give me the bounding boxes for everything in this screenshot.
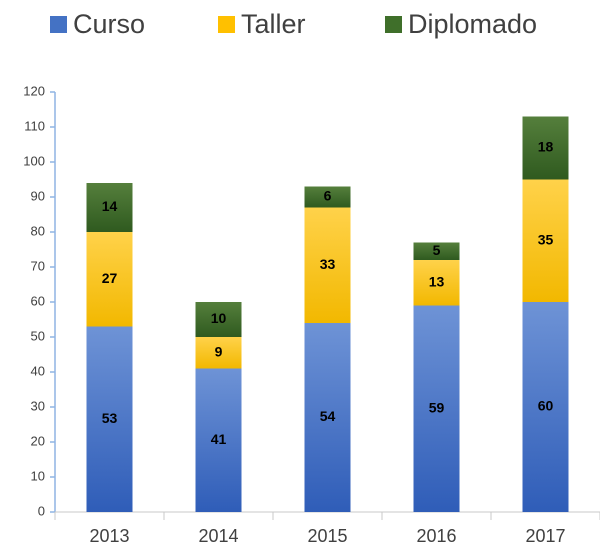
legend-swatch	[218, 16, 235, 33]
y-tick-label: 40	[31, 363, 45, 378]
legend-label: Taller	[241, 9, 306, 39]
y-tick-label: 0	[38, 503, 45, 518]
bar-segment	[304, 186, 351, 208]
bar-segment	[195, 302, 242, 337]
bar-segment	[304, 207, 351, 323]
bar-segment	[86, 183, 133, 232]
x-tick-label: 2017	[525, 526, 565, 546]
y-tick-label: 30	[31, 398, 45, 413]
legend-label: Curso	[73, 9, 145, 39]
bar-segment	[304, 323, 351, 512]
data-label: 14	[102, 198, 118, 214]
y-tick-label: 20	[31, 433, 45, 448]
x-tick-label: 2016	[416, 526, 456, 546]
bar-segment	[86, 326, 133, 512]
data-label: 53	[102, 410, 118, 426]
legend-swatch	[385, 16, 402, 33]
data-label: 54	[320, 408, 336, 424]
x-tick-label: 2014	[198, 526, 238, 546]
bar-segment	[195, 368, 242, 512]
x-tick-label: 2013	[89, 526, 129, 546]
data-label: 60	[538, 398, 554, 414]
data-label: 27	[102, 270, 118, 286]
bar-segment	[522, 302, 569, 512]
bar-segment	[195, 337, 242, 369]
y-tick-label: 80	[31, 223, 45, 238]
data-label: 41	[211, 431, 227, 447]
x-tick-label: 2015	[307, 526, 347, 546]
data-label: 6	[324, 188, 332, 204]
data-label: 5	[433, 242, 441, 258]
data-label: 33	[320, 256, 336, 272]
legend-label: Diplomado	[408, 9, 537, 39]
y-tick-label: 110	[24, 118, 45, 133]
y-tick-label: 90	[31, 188, 45, 203]
y-tick-label: 50	[31, 328, 45, 343]
legend-swatch	[50, 16, 67, 33]
bar-segment	[413, 305, 460, 512]
data-label: 18	[538, 139, 554, 155]
bar-segment	[86, 232, 133, 327]
y-tick-label: 70	[31, 258, 45, 273]
data-label: 9	[215, 343, 223, 359]
y-tick-label: 100	[23, 153, 45, 168]
bar-segment	[413, 242, 460, 260]
y-tick-label: 60	[31, 293, 45, 308]
data-label: 10	[211, 310, 227, 326]
bar-segment	[522, 179, 569, 302]
bar-segment	[522, 116, 569, 180]
data-label: 13	[429, 273, 445, 289]
data-label: 59	[429, 399, 445, 415]
data-label: 35	[538, 231, 554, 247]
y-tick-label: 120	[23, 83, 45, 98]
bar-segment	[413, 260, 460, 306]
y-tick-label: 10	[31, 468, 45, 483]
